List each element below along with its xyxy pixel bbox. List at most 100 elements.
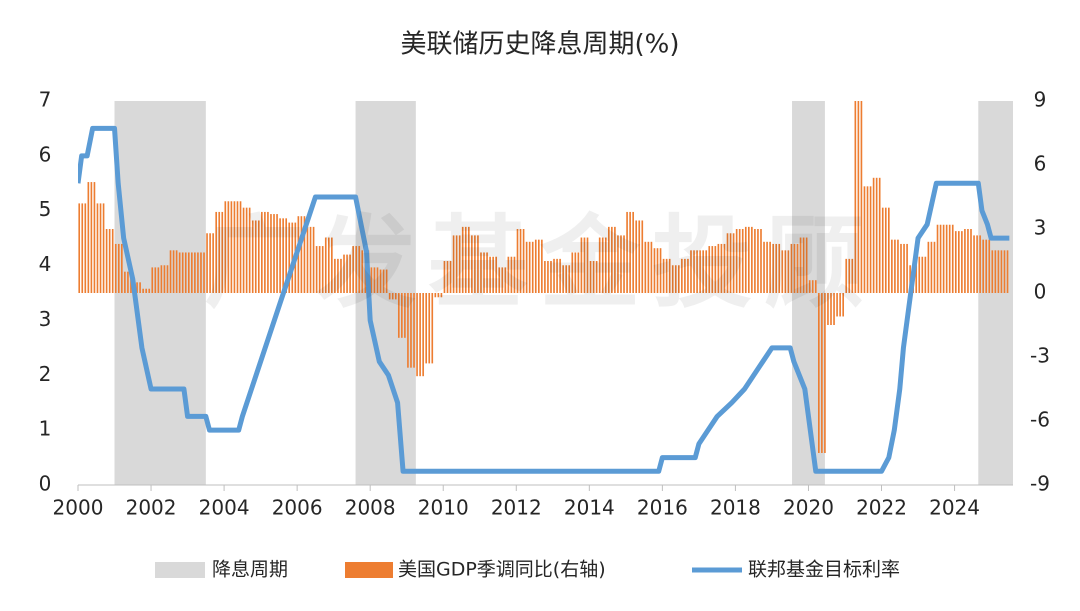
bar <box>988 239 991 293</box>
bar <box>124 271 126 293</box>
bar <box>492 256 494 293</box>
bar <box>626 211 628 293</box>
bar <box>537 239 540 293</box>
bar <box>495 256 498 293</box>
bar <box>994 250 997 293</box>
bar <box>863 186 866 293</box>
bar <box>160 265 163 293</box>
bar <box>273 214 275 293</box>
bar <box>184 252 187 293</box>
plot-area <box>78 101 1013 485</box>
bar <box>854 101 857 293</box>
bar <box>358 246 361 293</box>
bar <box>178 252 181 293</box>
bar <box>413 293 415 368</box>
bar <box>662 258 665 293</box>
bar <box>799 237 802 293</box>
bar <box>568 265 571 293</box>
bar <box>513 256 516 293</box>
bar <box>906 243 908 293</box>
legend-label: 降息周期 <box>212 559 288 581</box>
bar <box>422 293 424 377</box>
bar <box>735 229 738 293</box>
bar <box>343 254 345 293</box>
bar <box>583 237 586 293</box>
bar <box>939 224 942 293</box>
bar <box>218 211 221 293</box>
bar <box>690 250 692 293</box>
bar <box>875 177 878 293</box>
watermark: 广发基金投顾 <box>204 204 876 321</box>
bar <box>349 254 351 293</box>
bar <box>471 235 473 293</box>
bar <box>954 231 957 293</box>
bar <box>869 186 872 293</box>
bar <box>401 293 403 338</box>
bar <box>187 252 190 293</box>
bar <box>961 231 963 293</box>
bar <box>598 237 601 293</box>
bar <box>848 258 851 293</box>
bar <box>936 224 939 293</box>
bar <box>142 288 144 293</box>
bar <box>474 235 476 293</box>
bar <box>394 293 397 300</box>
bar <box>276 214 278 293</box>
bar <box>327 237 330 293</box>
bar <box>449 261 452 293</box>
x-tick-label: 2004 <box>199 496 250 520</box>
bar <box>571 252 574 293</box>
y-tick-label: 5 <box>39 197 52 221</box>
bar <box>821 293 823 453</box>
bar <box>790 243 793 293</box>
bar <box>169 250 172 293</box>
bar <box>611 226 613 293</box>
bar <box>915 265 918 293</box>
bar <box>87 182 90 293</box>
bar <box>236 201 239 293</box>
bar <box>702 250 704 293</box>
bar <box>254 220 257 293</box>
bar <box>154 267 157 293</box>
bar <box>741 229 744 293</box>
bar <box>589 261 592 293</box>
bar <box>440 293 443 298</box>
bar <box>933 241 936 293</box>
bar <box>227 201 230 293</box>
x-tick-label: 2002 <box>126 496 177 520</box>
bar <box>604 237 607 293</box>
bar <box>918 256 921 293</box>
bar <box>641 220 644 293</box>
bar <box>723 243 726 293</box>
bar <box>203 252 205 293</box>
bar <box>534 239 537 293</box>
bar <box>391 293 394 300</box>
bar <box>361 250 364 293</box>
bar <box>830 293 832 325</box>
bar <box>157 267 160 293</box>
bar <box>531 241 534 293</box>
x-tick-label: 2022 <box>856 496 907 520</box>
bar <box>194 252 196 293</box>
bar <box>452 235 455 293</box>
bar <box>687 258 689 293</box>
bar <box>215 211 218 293</box>
legend-swatch <box>155 562 205 578</box>
bar <box>751 226 753 293</box>
bar <box>881 207 884 293</box>
bar <box>166 265 169 293</box>
bar <box>489 256 491 293</box>
y2-tick-label: 0 <box>1034 280 1047 304</box>
bar <box>857 101 860 293</box>
bar <box>443 261 446 293</box>
bar <box>720 243 723 293</box>
bar <box>833 293 835 325</box>
bar <box>81 203 84 293</box>
x-tick-label: 2012 <box>491 496 542 520</box>
bar <box>595 261 598 293</box>
y2-tick-label: 3 <box>1034 216 1047 240</box>
bar <box>321 246 324 293</box>
bar <box>291 222 294 293</box>
bar <box>121 243 123 293</box>
bar <box>580 237 583 293</box>
